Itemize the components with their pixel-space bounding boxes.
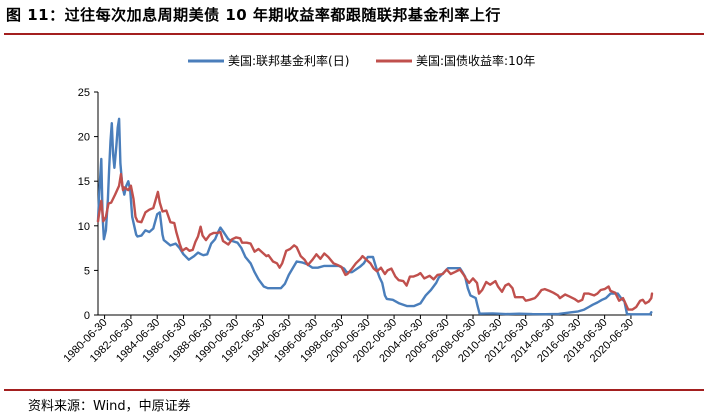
source-note: 资料来源：Wind，中原证券	[28, 399, 191, 414]
y-tick-label: 25	[78, 87, 90, 99]
y-tick-label: 5	[84, 265, 90, 277]
legend-label-2: 美国:国债收益率:10年	[416, 53, 535, 68]
figure-title: 图 11：过往每次加息周期美债 10 年期收益率都跟随联邦基金利率上行	[6, 6, 501, 24]
y-tick-label: 0	[84, 310, 90, 322]
y-tick-label: 10	[78, 221, 90, 233]
series-line-2	[96, 172, 654, 311]
title-divider	[4, 33, 704, 35]
line-chart: 05101520251980-06-301982-06-301984-06-30…	[61, 53, 654, 365]
chart-series-layer	[96, 117, 654, 316]
legend-label-1: 美国:联邦基金利率(日)	[228, 53, 349, 68]
y-tick-label: 15	[78, 176, 90, 188]
series-line-1	[96, 117, 653, 316]
chart-legend: 美国:联邦基金利率(日) 美国:国债收益率:10年	[188, 53, 535, 68]
chart-axes: 05101520251980-06-301982-06-301984-06-30…	[61, 87, 652, 365]
source-divider	[4, 389, 704, 391]
y-tick-label: 20	[78, 132, 90, 144]
